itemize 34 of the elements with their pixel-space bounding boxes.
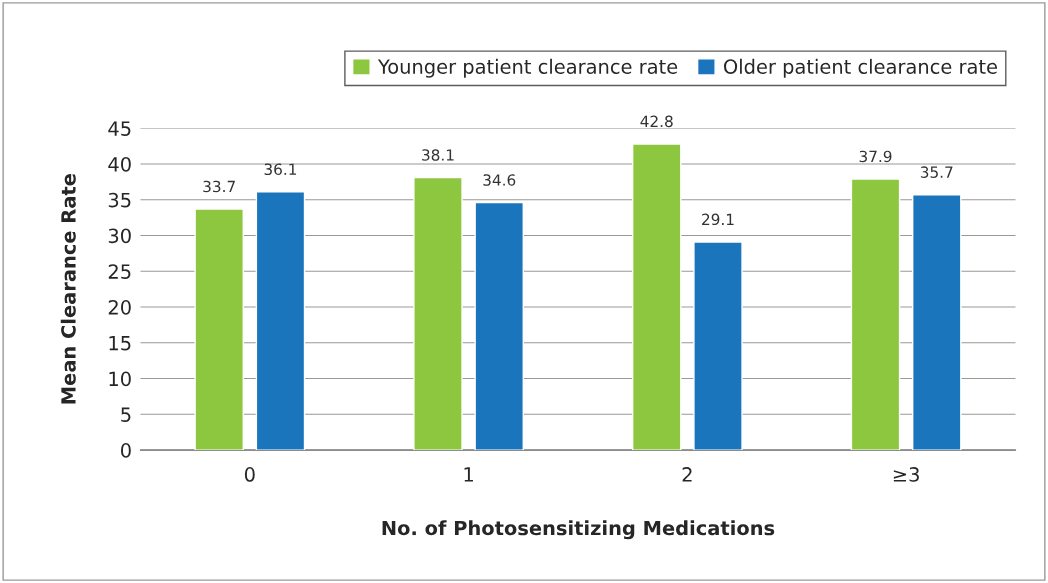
x-tick-label: 1 bbox=[464, 467, 473, 482]
data-label: 34.6 bbox=[483, 174, 516, 186]
bar bbox=[693, 241, 743, 451]
bar bbox=[255, 191, 306, 451]
y-tick-label: 40 bbox=[108, 156, 131, 172]
y-tick-label: 20 bbox=[108, 300, 131, 315]
bar bbox=[850, 178, 901, 451]
x-tick-label: 0 bbox=[244, 467, 255, 482]
y-tick-label: 30 bbox=[108, 228, 131, 244]
bar bbox=[631, 143, 682, 451]
y-tick-label: 45 bbox=[108, 121, 131, 136]
y-tick-label: 15 bbox=[109, 336, 131, 351]
x-axis-title: No. of Photosensitizing Medications bbox=[382, 520, 775, 540]
y-tick-label: 5 bbox=[121, 407, 131, 422]
data-label: 35.7 bbox=[920, 166, 953, 178]
bar bbox=[413, 176, 463, 451]
data-label: 36.1 bbox=[264, 163, 297, 176]
data-label: 38.1 bbox=[422, 149, 454, 161]
y-tick-label: 0 bbox=[121, 443, 131, 458]
data-label: 33.7 bbox=[203, 180, 235, 193]
data-label: 29.1 bbox=[702, 213, 734, 226]
y-tick-label: 10 bbox=[109, 371, 131, 387]
x-tick-label: 2 bbox=[682, 467, 692, 482]
data-label: 42.8 bbox=[640, 115, 673, 128]
y-axis-title: Mean Clearance Rate bbox=[60, 174, 76, 404]
x-tick-label: ≥3 bbox=[893, 467, 919, 482]
bar bbox=[474, 201, 524, 451]
bar bbox=[194, 208, 244, 451]
bar bbox=[911, 194, 962, 451]
legend-label: Younger patient clearance rate bbox=[377, 58, 678, 78]
y-tick-label: 25 bbox=[108, 264, 131, 279]
y-tick-label: 35 bbox=[108, 192, 131, 208]
legend-label: Older patient clearance rate bbox=[724, 58, 997, 78]
data-label: 37.9 bbox=[859, 150, 892, 163]
